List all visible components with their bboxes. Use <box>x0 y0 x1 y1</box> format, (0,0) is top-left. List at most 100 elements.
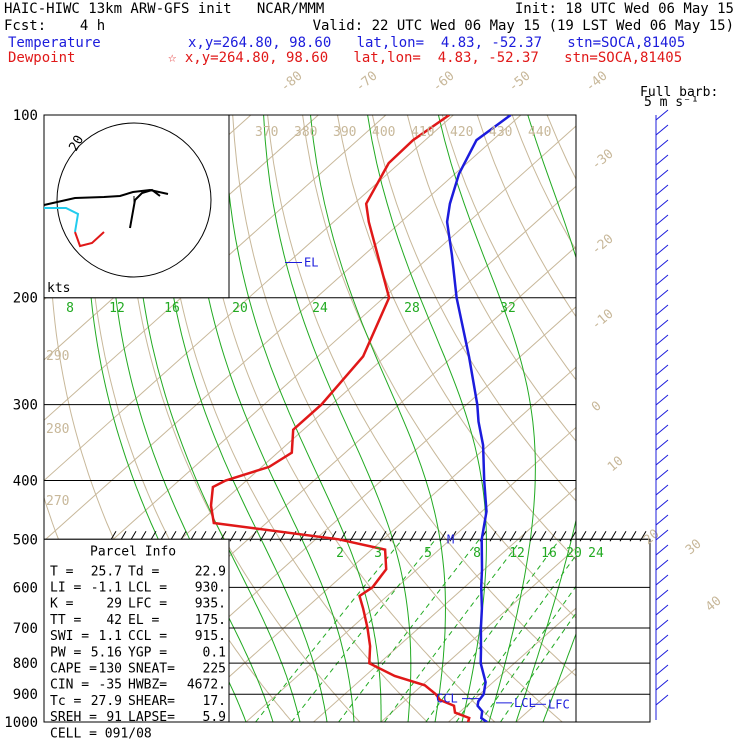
moist-adiabat-label: 12 <box>109 301 125 316</box>
wind-barb <box>655 229 669 241</box>
hatch-mark <box>519 531 527 542</box>
isotherm-label: 40 <box>703 594 725 616</box>
dry-adiabat <box>441 115 576 381</box>
hatch-mark <box>399 531 407 542</box>
mixing-ratio-label: 3 <box>374 546 382 561</box>
ccl-level-label: CCL <box>436 692 458 706</box>
wind-barb <box>655 694 669 706</box>
hatch-mark <box>459 531 467 542</box>
lfc-level-label: LFC <box>548 697 570 711</box>
wind-barb <box>655 469 669 481</box>
hatch-mark <box>529 531 537 542</box>
wind-barb <box>655 529 669 541</box>
parcel-param-name: T = <box>50 564 74 579</box>
pressure-tick-label: 500 <box>13 532 38 548</box>
moist-adiabat-label: 20 <box>232 301 248 316</box>
lower-extension-frame <box>576 538 651 723</box>
parcel-param-value: 1.1 <box>99 629 122 644</box>
dry-adiabat <box>652 115 740 735</box>
wind-barb <box>655 424 669 436</box>
parcel-param-name: K = <box>50 597 74 612</box>
wind-barb <box>655 349 669 361</box>
theta-label: 420 <box>450 125 473 140</box>
isotherm-label: -50 <box>506 68 534 95</box>
moist-adiabat <box>437 115 536 722</box>
isotherm-label: -80 <box>278 68 306 95</box>
dry-adiabat <box>582 115 740 735</box>
wind-barb <box>655 214 669 226</box>
parcel-param-name: EL = <box>128 613 159 628</box>
wind-barb <box>655 634 669 646</box>
moist-adiabat <box>133 115 301 722</box>
parcel-param-name: CIN = <box>50 678 89 693</box>
isotherm-line <box>515 667 576 722</box>
dry-adiabat <box>617 115 740 735</box>
init-time: Init: 18 UTC Wed 06 May 15 <box>514 1 734 17</box>
hatch-mark <box>589 531 597 542</box>
hodograph-ring <box>56 122 212 278</box>
mixing-ratio-label: 20 <box>566 546 582 561</box>
dry-adiabat <box>197 115 496 722</box>
moist-adiabat <box>224 115 382 722</box>
isotherm-label: -10 <box>589 306 617 333</box>
dry-adiabat <box>687 115 740 735</box>
parcel-param-name: SREH = <box>50 710 97 725</box>
parcel-param-name: TT = <box>50 613 81 628</box>
hodograph-box <box>43 114 230 299</box>
wind-barb <box>655 439 669 451</box>
el-level-label: EL <box>304 256 318 270</box>
dry-adiabat <box>371 115 576 502</box>
moist-adiabat <box>310 115 447 722</box>
isotherm-line <box>44 115 522 542</box>
wind-barb <box>655 499 669 511</box>
isotherm-line <box>245 426 576 722</box>
wind-barb <box>655 289 669 301</box>
hatch-mark <box>599 531 607 542</box>
temperature-profile <box>445 115 512 722</box>
pressure-tick-label: 300 <box>13 398 38 414</box>
isotherm-line <box>44 115 387 421</box>
wind-barb <box>655 574 669 586</box>
theta-label: 290 <box>46 349 69 364</box>
isotherm-line <box>44 115 454 482</box>
hatch-mark <box>439 531 447 542</box>
parcel-param-name: LFC = <box>128 597 167 612</box>
hatch-mark <box>579 531 587 542</box>
wind-barb <box>655 394 669 406</box>
parcel-param-value: 91 <box>106 710 122 725</box>
hatch-mark <box>469 531 477 542</box>
wind-barb <box>655 544 669 556</box>
hatch-mark <box>329 531 337 542</box>
isotherm-line <box>380 547 576 722</box>
parcel-param-value: 27.9 <box>91 694 122 709</box>
wind-barb <box>655 679 669 691</box>
parcel-param-name: LAPSE= <box>128 710 175 725</box>
isotherm-line <box>44 125 576 602</box>
parcel-param-value: 915. <box>195 629 226 644</box>
wind-barb <box>655 169 669 181</box>
isotherm-label: 10 <box>605 454 627 476</box>
moist-adiabat <box>263 115 412 722</box>
parcel-param-name: Td = <box>128 564 159 579</box>
wind-barb <box>655 589 669 601</box>
wind-barb <box>655 334 669 346</box>
theta-label: 410 <box>411 125 434 140</box>
wind-barb <box>655 109 669 121</box>
parcel-param-value: 5.9 <box>203 710 226 725</box>
hatch-mark <box>569 531 577 542</box>
hatch-mark <box>549 531 557 542</box>
theta-label: 390 <box>333 125 356 140</box>
hatch-mark <box>639 531 647 542</box>
mixing-ratio-line <box>384 538 523 722</box>
wind-barb <box>655 124 669 136</box>
isotherm-label: -60 <box>430 68 458 95</box>
isotherm-label: -30 <box>589 146 617 173</box>
isotherm-line <box>447 607 576 722</box>
mixing-ratio-label: 5 <box>424 546 432 561</box>
parcel-param-value: -35 <box>99 678 122 693</box>
pressure-tick-label: 600 <box>13 580 38 596</box>
dewpoint-station-info: ☆ x,y=264.80, 98.60 lat,lon= 4.83, -52.3… <box>168 50 683 66</box>
mixing-ratio-label: 12 <box>509 546 525 561</box>
wind-barb <box>655 409 669 421</box>
